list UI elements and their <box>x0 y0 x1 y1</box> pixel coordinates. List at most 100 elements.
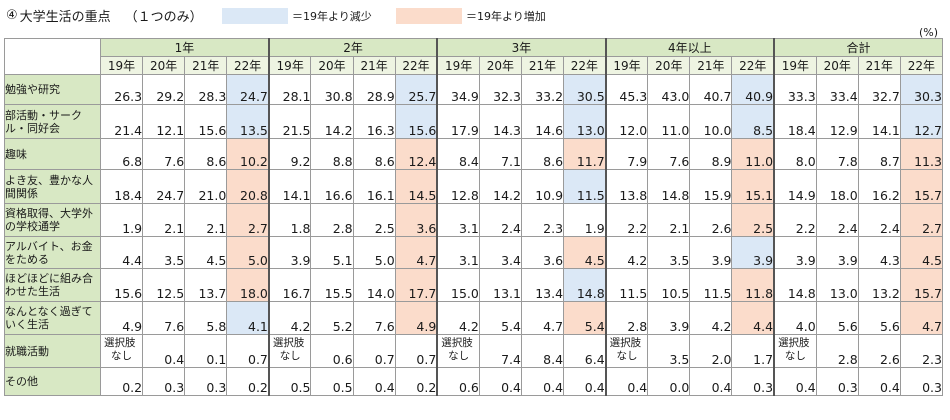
value-cell: 14.1 <box>857 104 901 139</box>
value-cell: 7.6 <box>647 138 691 170</box>
year-header: 20年 <box>478 56 522 75</box>
value-cell: 11.8 <box>731 268 775 302</box>
table-row: 勉強や研究 26.3 29.2 28.3 24.7 28.1 30.8 28.9 25.7 34.… <box>4 74 943 105</box>
value-cell: 4.5 <box>899 236 943 269</box>
value-cell: 6.4 <box>563 334 607 368</box>
value-cell: 8.4 <box>436 138 480 170</box>
value-cell: 18.4 <box>773 104 817 139</box>
value-cell: 2.8 <box>310 203 354 237</box>
value-cell: 2.1 <box>184 203 228 237</box>
value-cell: 28.3 <box>184 74 228 105</box>
no-option-cell: 選択肢 なし <box>436 334 480 368</box>
value-cell: 2.2 <box>773 203 817 237</box>
table-row: 資格取得、大学外の学校通学 1.9 2.1 2.1 2.7 1.8 2.8 2.5 3.6 3.1… <box>4 203 943 237</box>
value-cell: 0.4 <box>142 334 186 368</box>
value-cell: 2.4 <box>815 203 859 237</box>
row-label: 就職活動 <box>4 334 101 368</box>
value-cell: 2.1 <box>647 203 691 237</box>
value-cell: 12.9 <box>815 104 859 139</box>
value-cell: 3.1 <box>436 236 480 269</box>
value-cell: 3.9 <box>267 236 312 269</box>
value-cell: 4.5 <box>563 236 607 269</box>
year-header: 22年 <box>731 56 775 75</box>
value-cell: 28.1 <box>267 74 312 105</box>
row-label: ほどほどに組み合わせた生活 <box>4 268 101 302</box>
group-header: 3年 <box>436 38 607 57</box>
value-cell: 24.7 <box>142 169 186 204</box>
row-label: その他 <box>4 367 101 396</box>
value-cell: 0.3 <box>184 367 228 396</box>
value-cell: 8.9 <box>689 138 733 170</box>
value-cell: 11.5 <box>604 268 649 302</box>
value-cell: 3.1 <box>436 203 480 237</box>
value-cell: 10.2 <box>226 138 270 170</box>
value-cell: 0.7 <box>226 334 270 368</box>
value-cell: 2.3 <box>899 334 943 368</box>
year-header: 20年 <box>647 56 691 75</box>
value-cell: 10.9 <box>520 169 565 204</box>
value-cell: 10.0 <box>689 104 733 139</box>
row-label: 勉強や研究 <box>4 74 101 105</box>
value-cell: 8.6 <box>184 138 228 170</box>
value-cell: 8.7 <box>857 138 901 170</box>
value-cell: 43.0 <box>647 74 691 105</box>
no-option-line2: なし <box>279 350 301 362</box>
value-cell: 14.8 <box>773 268 817 302</box>
no-option-line1: 選択肢 <box>609 337 642 349</box>
value-cell: 29.2 <box>142 74 186 105</box>
legend-decrease: ＝19年より減少 <box>222 8 372 24</box>
value-cell: 13.4 <box>520 268 565 302</box>
value-cell: 5.0 <box>352 236 396 269</box>
table-row: その他 0.2 0.3 0.3 0.2 0.5 0.5 0.4 0.2 0.6 0.4 0.4 0.4 0… <box>4 367 943 396</box>
value-cell: 5.6 <box>815 301 859 335</box>
value-cell: 17.9 <box>436 104 480 139</box>
value-cell: 18.0 <box>226 268 270 302</box>
no-option-line2: なし <box>448 350 470 362</box>
no-option-line2: なし <box>111 350 133 362</box>
value-cell: 0.4 <box>352 367 396 396</box>
value-cell: 4.4 <box>731 301 775 335</box>
value-cell: 4.9 <box>394 301 438 335</box>
no-option-line1: 選択肢 <box>441 337 473 349</box>
value-cell: 10.5 <box>647 268 691 302</box>
value-cell: 7.4 <box>478 334 522 368</box>
value-cell: 1.9 <box>563 203 607 237</box>
value-cell: 0.7 <box>394 334 438 368</box>
value-cell: 15.7 <box>899 169 943 204</box>
value-cell: 0.0 <box>647 367 691 396</box>
year-header: 22年 <box>394 56 438 75</box>
value-cell: 7.6 <box>142 301 186 335</box>
value-cell: 25.7 <box>394 74 438 105</box>
row-label: なんとなく過ぎていく生活 <box>4 301 101 335</box>
value-cell: 11.7 <box>563 138 607 170</box>
value-cell: 2.0 <box>689 334 733 368</box>
value-cell: 12.1 <box>142 104 186 139</box>
value-cell: 15.0 <box>436 268 480 302</box>
value-cell: 21.4 <box>99 104 144 139</box>
value-cell: 0.4 <box>478 367 522 396</box>
value-cell: 3.9 <box>815 236 859 269</box>
row-label: 資格取得、大学外の学校通学 <box>4 203 101 237</box>
no-option-line1: 選択肢 <box>104 337 136 349</box>
row-label: アルバイト、お金をためる <box>4 236 101 269</box>
legend-label-increase: ＝19年より増加 <box>466 10 546 23</box>
value-cell: 5.4 <box>478 301 522 335</box>
year-header: 21年 <box>689 56 733 75</box>
value-cell: 15.9 <box>689 169 733 204</box>
table-row: アルバイト、お金をためる 4.4 3.5 4.5 5.0 3.9 5.1 5.0 4.7 3.1 3… <box>4 236 943 269</box>
value-cell: 1.7 <box>731 334 775 368</box>
no-option-line2: なし <box>616 350 638 362</box>
value-cell: 4.2 <box>604 236 649 269</box>
table-row: ほどほどに組み合わせた生活 15.6 12.5 13.7 18.0 16.7 15.5 14.… <box>4 268 943 302</box>
value-cell: 12.4 <box>394 138 438 170</box>
value-cell: 13.1 <box>478 268 522 302</box>
value-cell: 4.2 <box>267 301 312 335</box>
year-header: 19年 <box>267 56 312 75</box>
value-cell: 3.5 <box>647 236 691 269</box>
value-cell: 21.5 <box>267 104 312 139</box>
value-cell: 11.5 <box>563 169 607 204</box>
value-cell: 20.8 <box>226 169 270 204</box>
no-option-cell: 選択肢 なし <box>773 334 817 368</box>
value-cell: 0.2 <box>394 367 438 396</box>
value-cell: 2.6 <box>689 203 733 237</box>
